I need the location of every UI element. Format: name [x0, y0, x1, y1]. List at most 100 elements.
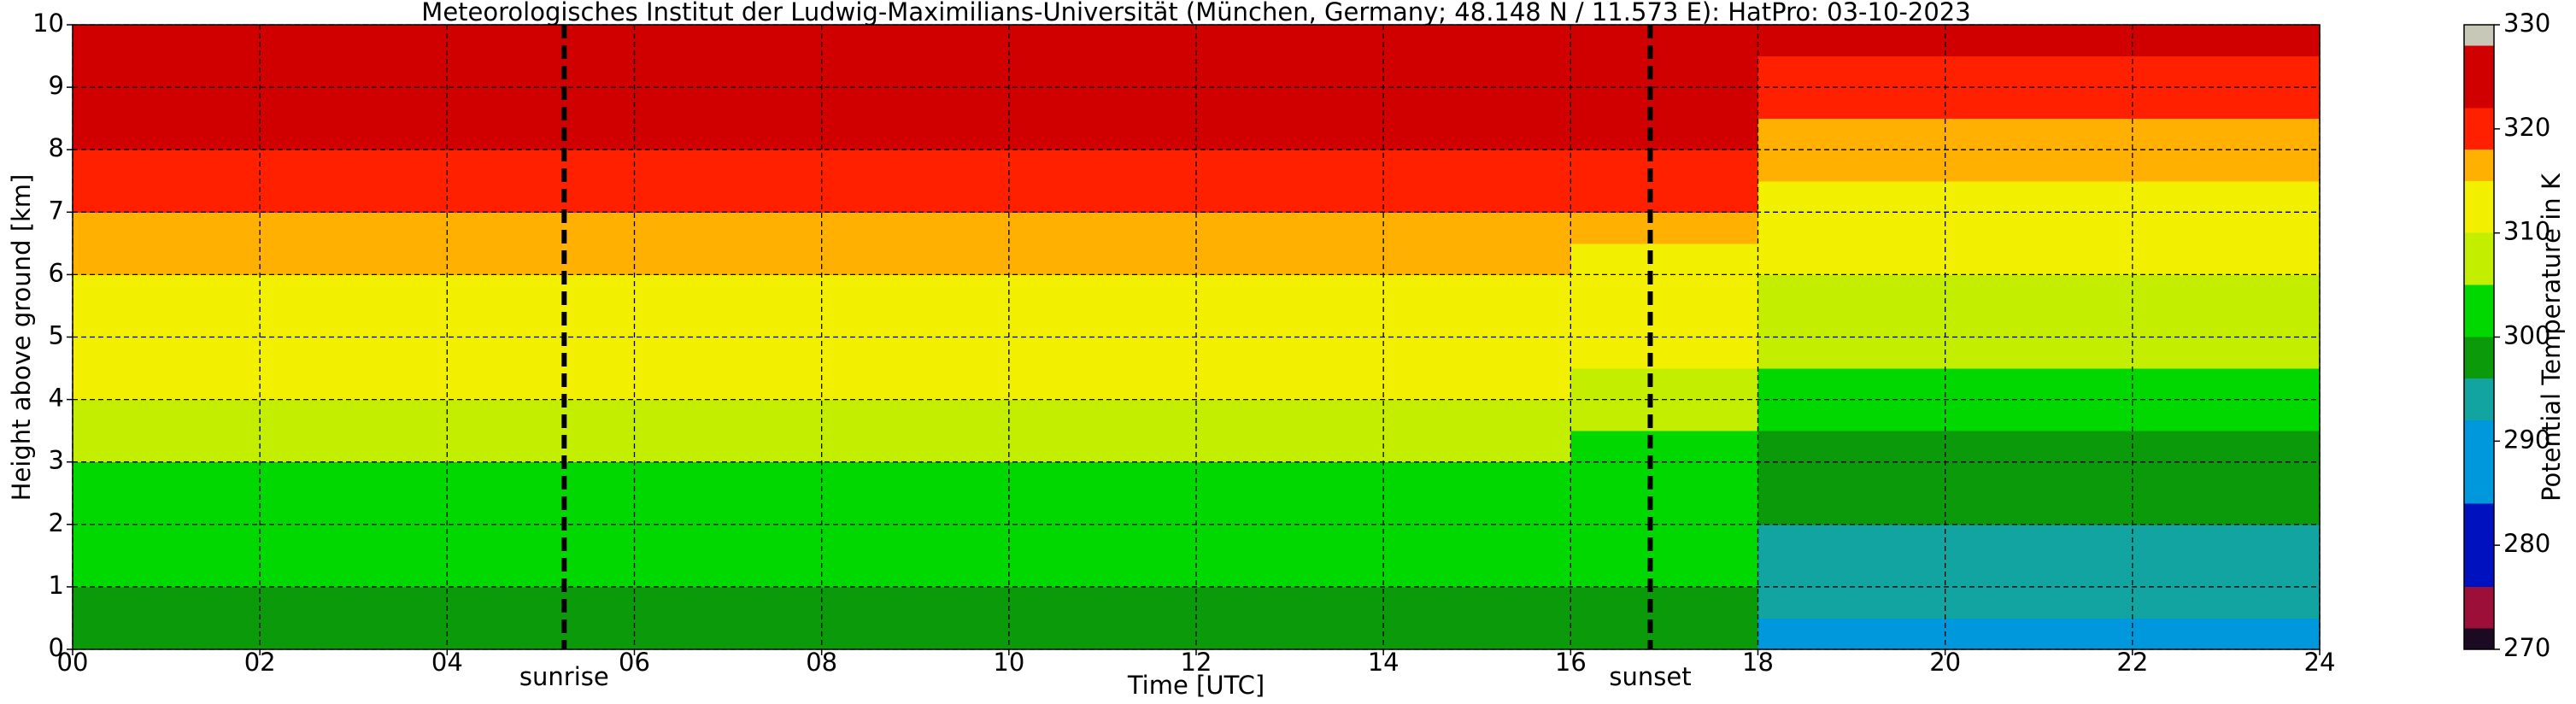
heatmap-cell [73, 150, 261, 182]
heatmap-cell [634, 555, 823, 588]
heatmap-cell [2132, 118, 2321, 150]
heatmap-cell [1570, 586, 1758, 619]
heatmap-cell [1570, 274, 1758, 307]
heatmap-cell [2132, 555, 2321, 588]
heatmap-cell [447, 618, 635, 650]
heatmap-cell [1757, 337, 1946, 369]
y-tick-label: 2 [49, 508, 64, 537]
heatmap-cell [447, 493, 635, 525]
heatmap-cell [634, 56, 823, 88]
heatmap-cell [260, 212, 448, 244]
heatmap-cell [73, 56, 261, 88]
heatmap-cell [2132, 212, 2321, 244]
heatmap-cell [73, 118, 261, 150]
heatmap-cell [1196, 212, 1384, 244]
heatmap-cell [821, 118, 1010, 150]
colorbar-segment [2464, 378, 2494, 420]
heatmap-cell [73, 87, 261, 120]
heatmap-cell [260, 305, 448, 337]
heatmap-cell [1196, 305, 1384, 337]
heatmap-cell [73, 555, 261, 588]
heatmap-cell [821, 461, 1010, 494]
x-tick-label: 08 [806, 648, 837, 677]
heatmap-cell [1570, 368, 1758, 401]
colorbar-tick-label: 280 [2503, 529, 2550, 558]
heatmap-cell [1196, 431, 1384, 463]
heatmap-cell [1945, 337, 2133, 369]
heatmap-cell [1008, 87, 1197, 120]
heatmap-cell [1383, 118, 1571, 150]
heatmap-cell [1196, 118, 1384, 150]
heatmap-cell [2132, 524, 2321, 556]
heatmap-cell [1196, 461, 1384, 494]
y-axis-label: Height above ground [km] [7, 174, 36, 502]
heatmap-cell [73, 368, 261, 401]
heatmap-cell [260, 368, 448, 401]
heatmap-cell [1196, 87, 1384, 120]
heatmap-cell [1757, 25, 1946, 57]
heatmap-cell [73, 524, 261, 556]
heatmap-cell [634, 118, 823, 150]
heatmap-cell [1383, 56, 1571, 88]
heatmap-cell [447, 212, 635, 244]
heatmap-cell [1196, 399, 1384, 431]
colorbar-segment [2464, 45, 2494, 109]
colorbar-tick-label: 300 [2503, 321, 2550, 350]
heatmap-cell [447, 180, 635, 213]
heatmap-cell [1570, 461, 1758, 494]
heatmap-cell [1757, 150, 1946, 182]
heatmap-cell [1570, 56, 1758, 88]
heatmap-cell [1008, 25, 1197, 57]
y-tick-label: 1 [49, 571, 64, 600]
heatmap-cell [73, 461, 261, 494]
heatmap-cell [73, 180, 261, 213]
heatmap-cell [1196, 524, 1384, 556]
heatmap-cell [1008, 431, 1197, 463]
heatmap-cell [1383, 25, 1571, 57]
heatmap-cell [447, 368, 635, 401]
colorbar-segment [2464, 419, 2494, 504]
heatmap-cell [447, 87, 635, 120]
heatmap-cell [1757, 461, 1946, 494]
heatmap-cell [447, 524, 635, 556]
heatmap-cell [447, 56, 635, 88]
colorbar-tick-label: 320 [2503, 113, 2550, 142]
heatmap-cell [1383, 618, 1571, 650]
heatmap-cell [1383, 87, 1571, 120]
heatmap-cell [2132, 493, 2321, 525]
heatmap-cell [1008, 56, 1197, 88]
heatmap-cell [260, 461, 448, 494]
heatmap-cell [1008, 555, 1197, 588]
x-tick-label: 20 [1929, 648, 1961, 677]
heatmap-cell [821, 618, 1010, 650]
heatmap-cell [1570, 399, 1758, 431]
x-tick-label: 10 [993, 648, 1024, 677]
heatmap-cell [1757, 180, 1946, 213]
heatmap-cell [1945, 180, 2133, 213]
heatmap-cell [1945, 618, 2133, 650]
heatmap-cell [1757, 274, 1946, 307]
heatmap-cell [260, 555, 448, 588]
heatmap-cell [73, 212, 261, 244]
heatmap-cell [1570, 180, 1758, 213]
heatmap-cell [2132, 180, 2321, 213]
x-tick-label: 14 [1368, 648, 1399, 677]
heatmap-cell [1757, 56, 1946, 88]
heatmap-cell [821, 305, 1010, 337]
heatmap-cell [1196, 368, 1384, 401]
heatmap-cell [1196, 337, 1384, 369]
heatmap-cell [634, 399, 823, 431]
heatmap-cell [1945, 461, 2133, 494]
heatmap-cell [1757, 368, 1946, 401]
heatmap-cell [1945, 555, 2133, 588]
heatmap-cell [260, 493, 448, 525]
heatmap-cell [1383, 493, 1571, 525]
colorbar-segment [2464, 232, 2494, 285]
heatmap-cell [73, 243, 261, 275]
heatmap-cell [1383, 274, 1571, 307]
heatmap-cell [447, 399, 635, 431]
heatmap-cell [1008, 618, 1197, 650]
heatmap-cell [447, 461, 635, 494]
heatmap-cell [1008, 150, 1197, 182]
heatmap-cell [1570, 431, 1758, 463]
